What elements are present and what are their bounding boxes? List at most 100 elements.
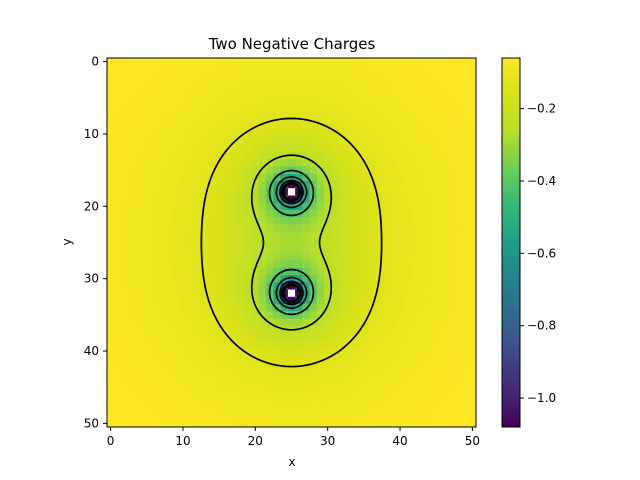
- heatmap-cell: [136, 58, 144, 66]
- heatmap-cell: [136, 138, 144, 146]
- heatmap-cell: [179, 376, 187, 384]
- heatmap-cell: [121, 297, 129, 305]
- heatmap-cell: [107, 116, 115, 124]
- heatmap-cell: [143, 376, 151, 384]
- heatmap-cell: [107, 195, 115, 203]
- heatmap-cell: [107, 109, 115, 117]
- heatmap-cell: [172, 109, 180, 117]
- heatmap-cell: [310, 420, 318, 428]
- heatmap-cell: [259, 413, 267, 421]
- heatmap-cell: [121, 58, 129, 66]
- heatmap-cell: [396, 87, 404, 95]
- heatmap-cell: [425, 405, 433, 413]
- heatmap-cell: [411, 304, 419, 312]
- heatmap-cell: [136, 224, 144, 232]
- heatmap-cell: [143, 94, 151, 102]
- heatmap-cell: [216, 253, 224, 261]
- heatmap-cell: [252, 195, 260, 203]
- heatmap-cell: [396, 203, 404, 211]
- heatmap-cell: [143, 87, 151, 95]
- heatmap-cell: [179, 174, 187, 182]
- heatmap-cell: [367, 72, 375, 80]
- heatmap-cell: [230, 123, 238, 131]
- heatmap-cell: [230, 282, 238, 290]
- heatmap-cell: [208, 58, 216, 66]
- heatmap-cell: [404, 123, 412, 131]
- heatmap-cell: [259, 101, 267, 109]
- heatmap-cell: [425, 116, 433, 124]
- heatmap-cell: [266, 376, 274, 384]
- heatmap-cell: [230, 130, 238, 138]
- heatmap-cell: [462, 405, 470, 413]
- heatmap-cell: [237, 398, 245, 406]
- heatmap-cell: [331, 181, 339, 189]
- heatmap-cell: [273, 138, 281, 146]
- heatmap-cell: [433, 130, 441, 138]
- heatmap-cell: [346, 355, 354, 363]
- heatmap-cell: [230, 398, 238, 406]
- heatmap-cell: [447, 130, 455, 138]
- heatmap-cell: [259, 152, 267, 160]
- heatmap-cell: [469, 174, 477, 182]
- heatmap-cell: [367, 405, 375, 413]
- heatmap-cell: [418, 80, 426, 88]
- heatmap-cell: [295, 123, 303, 131]
- heatmap-cell: [310, 58, 318, 66]
- heatmap-cell: [462, 261, 470, 269]
- heatmap-cell: [266, 268, 274, 276]
- heatmap-cell: [411, 311, 419, 319]
- heatmap-cell: [433, 138, 441, 146]
- heatmap-cell: [216, 340, 224, 348]
- heatmap-cell: [469, 304, 477, 312]
- heatmap-cell: [121, 326, 129, 334]
- x-tick-label: 30: [320, 434, 335, 448]
- heatmap-cell: [187, 210, 195, 218]
- heatmap-cell: [165, 340, 173, 348]
- heatmap-cell: [389, 268, 397, 276]
- heatmap-cell: [331, 333, 339, 341]
- heatmap-cell: [107, 369, 115, 377]
- heatmap-cell: [360, 123, 368, 131]
- heatmap-cell: [223, 80, 231, 88]
- heatmap-cell: [454, 326, 462, 334]
- heatmap-cell: [187, 116, 195, 124]
- heatmap-cell: [469, 72, 477, 80]
- heatmap-cell: [382, 109, 390, 117]
- heatmap-cell: [244, 138, 252, 146]
- heatmap-cell: [266, 58, 274, 66]
- heatmap-cell: [310, 210, 318, 218]
- heatmap-cell: [252, 326, 260, 334]
- heatmap-cell: [447, 413, 455, 421]
- heatmap-cell: [194, 420, 202, 428]
- heatmap-cell: [331, 391, 339, 399]
- heatmap-cell: [281, 80, 289, 88]
- heatmap-cell: [469, 333, 477, 341]
- heatmap-cell: [447, 246, 455, 254]
- heatmap-cell: [230, 152, 238, 160]
- heatmap-cell: [360, 391, 368, 399]
- heatmap-cell: [114, 405, 122, 413]
- heatmap-cell: [418, 195, 426, 203]
- heatmap-cell: [447, 232, 455, 240]
- heatmap-cell: [237, 297, 245, 305]
- heatmap-cell: [172, 181, 180, 189]
- heatmap-cell: [273, 333, 281, 341]
- heatmap-cell: [187, 304, 195, 312]
- heatmap-cell: [288, 145, 296, 153]
- heatmap-cell: [143, 210, 151, 218]
- heatmap-cell: [136, 347, 144, 355]
- heatmap-cell: [324, 391, 332, 399]
- heatmap-cell: [389, 398, 397, 406]
- heatmap-cell: [425, 145, 433, 153]
- heatmap-cell: [208, 217, 216, 225]
- heatmap-cell: [411, 347, 419, 355]
- heatmap-cell: [360, 398, 368, 406]
- heatmap-cell: [462, 210, 470, 218]
- heatmap-cell: [339, 109, 347, 117]
- heatmap-cell: [230, 355, 238, 363]
- heatmap-cell: [302, 347, 310, 355]
- heatmap-cell: [302, 369, 310, 377]
- heatmap-cell: [252, 340, 260, 348]
- heatmap-cell: [310, 239, 318, 247]
- heatmap-cell: [244, 405, 252, 413]
